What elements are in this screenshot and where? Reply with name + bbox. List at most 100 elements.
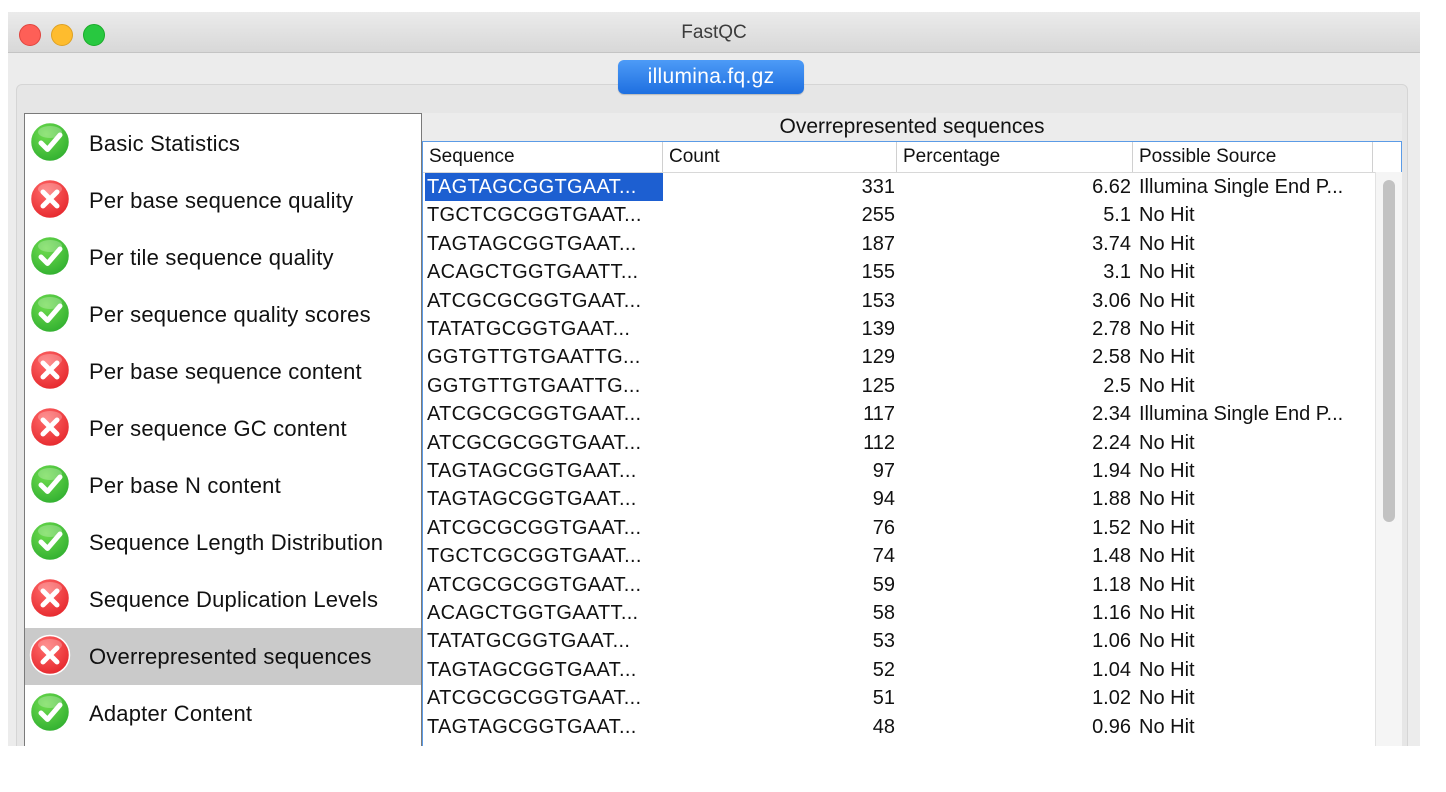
table-row[interactable]: TATATGCGGTGAAT... 139 2.78 No Hit [423,315,1375,343]
sidebar-item-label: Per sequence GC content [89,416,347,441]
possible-source-cell: No Hit [1139,232,1195,255]
possible-source-cell: No Hit [1139,488,1195,511]
sequence-cell: ACAGCTGGTGAATT... [427,602,639,624]
table-row[interactable]: ACAGCTGGTGAATT... 155 3.1 No Hit [423,258,1375,286]
sidebar-item-adapter-content[interactable]: Adapter Content [25,685,421,742]
sidebar-item-label: Adapter Content [89,701,253,726]
percentage-cell: 2.78 [1092,318,1131,340]
table-row[interactable]: ATCGCGCGGTGAAT... 51 1.02 No Hit [423,684,1375,712]
window-title: FastQC [681,22,747,43]
table-row[interactable]: TAGTAGCGGTGAAT... 48 0.96 No Hit [423,713,1375,741]
sidebar-item-per-tile-sequence-quality[interactable]: Per tile sequence quality [25,229,421,286]
column-header-possible-source[interactable]: Possible Source [1133,142,1373,172]
percentage-cell: 3.06 [1092,289,1131,312]
table-row[interactable]: ATCGCGCGGTGAAT... 59 1.18 No Hit [423,571,1375,599]
table-row[interactable]: TAGTAGCGGTGAAT... 187 3.74 No Hit [423,230,1375,258]
table-row[interactable]: TATATGCGGTGAAT... 53 1.06 No Hit [423,627,1375,655]
table-row[interactable]: ATCGCGCGGTGAAT... 112 2.24 No Hit [423,429,1375,457]
check-icon [29,235,71,277]
possible-source-cell: No Hit [1139,516,1195,539]
cross-icon [29,406,71,448]
percentage-cell: 3.1 [1103,261,1131,284]
count-cell: 74 [872,545,895,568]
sidebar-item-per-base-n-content[interactable]: Per base N content [25,457,421,514]
count-cell: 125 [861,374,895,397]
count-cell: 155 [861,261,895,284]
count-cell: 331 [861,176,895,198]
percentage-cell: 0.96 [1092,715,1131,738]
table-row[interactable]: ATCGCGCGGTGAAT... 76 1.52 No Hit [423,514,1375,542]
table-row[interactable]: TAGTAGCGGTGAAT... 331 6.62 Illumina Single … [423,173,1375,202]
sequence-cell: ATCGCGCGGTGAAT... [427,516,642,539]
tab-illumina-file[interactable]: illumina.fq.gz [618,60,804,94]
close-window-button[interactable] [19,24,41,46]
table-row[interactable]: TAGTAGCGGTGAAT... 97 1.94 No Hit [423,457,1375,485]
sidebar-item-basic-statistics[interactable]: Basic Statistics [25,115,421,172]
sequence-cell: ATCGCGCGGTGAAT... [427,431,642,454]
sidebar-item-per-sequence-quality-scores[interactable]: Per sequence quality scores [25,286,421,343]
column-header-percentage[interactable]: Percentage [897,142,1133,172]
possible-source-cell: No Hit [1139,460,1195,482]
table-row[interactable]: TGCTCGCGGTGAAT... 255 5.1 No Hit [423,201,1375,229]
sidebar-item-label: Per tile sequence quality [89,245,334,270]
sidebar-item-sequence-length-distribution[interactable]: Sequence Length Distribution [25,514,421,571]
percentage-cell: 1.04 [1092,658,1131,681]
possible-source-cell: No Hit [1139,318,1195,340]
sidebar-item-label: Per base sequence content [89,359,362,384]
possible-source-cell: No Hit [1139,431,1195,454]
sidebar-item-overrepresented-sequences[interactable]: Overrepresented sequences [25,628,421,685]
table-row[interactable]: ATCGCGCGGTGAAT... 153 3.06 No Hit [423,287,1375,315]
sequence-cell: TGCTCGCGGTGAAT... [427,545,642,568]
count-cell: 139 [861,318,895,340]
percentage-cell: 2.24 [1092,431,1131,454]
table-row[interactable]: GGTGTTGTGAATTG... 129 2.58 No Hit [423,343,1375,371]
sidebar-item-sequence-duplication-levels[interactable]: Sequence Duplication Levels [25,571,421,628]
count-cell: 153 [861,289,895,312]
panel-title: Overrepresented sequences [779,115,1045,138]
title-bar: FastQC [8,12,1420,53]
table-row[interactable]: TGCTCGCGGTGAAT... 74 1.48 No Hit [423,542,1375,570]
count-cell: 76 [872,516,895,539]
count-cell: 187 [861,232,895,255]
count-cell: 59 [872,573,895,596]
vertical-scrollbar[interactable] [1375,172,1402,746]
column-header-count[interactable]: Count [663,142,897,172]
table-row[interactable]: ACAGCTGGTGAATT... 58 1.16 No Hit [423,599,1375,627]
sequence-cell: TAGTAGCGGTGAAT... [427,232,637,255]
sequence-cell: ATCGCGCGGTGAAT... [427,403,642,426]
percentage-cell: 1.16 [1092,602,1131,624]
count-cell: 112 [863,431,895,454]
possible-source-cell: No Hit [1139,715,1195,738]
percentage-cell: 6.62 [1092,176,1131,198]
sequence-cell: ACAGCTGGTGAATT... [427,261,639,284]
table-row[interactable]: TAGTAGCGGTGAAT... 94 1.88 No Hit [423,485,1375,513]
count-cell: 52 [872,658,895,681]
check-icon [29,520,71,562]
table-row[interactable]: ATCGCGCGGTGAAT... 117 2.34 Illumina Single … [423,400,1375,428]
sidebar-item-per-sequence-gc-content[interactable]: Per sequence GC content [25,400,421,457]
module-results-panel: Overrepresented sequences Sequence Count… [422,113,1402,746]
sidebar-item-per-base-sequence-content[interactable]: Per base sequence content [25,343,421,400]
table-row[interactable]: GGTGTTGTGAATTG... 125 2.5 No Hit [423,372,1375,400]
percentage-cell: 1.48 [1092,545,1131,568]
sidebar-item-per-base-sequence-quality[interactable]: Per base sequence quality [25,172,421,229]
possible-source-cell: No Hit [1139,602,1195,624]
possible-source-cell: No Hit [1139,289,1195,312]
sequence-cell: TAGTAGCGGTGAAT... [427,460,637,482]
table-row[interactable]: TAGTAGCGGTGAAT... 52 1.04 No Hit [423,656,1375,684]
sequence-cell: ATCGCGCGGTGAAT... [427,289,642,312]
percentage-cell: 1.88 [1092,488,1131,511]
cross-icon [29,178,71,220]
sidebar-item-label: Sequence Duplication Levels [89,587,379,612]
sequence-cell: TATATGCGGTGAAT... [427,318,631,340]
module-list: Basic Statistics Per base sequence qualit… [24,113,422,746]
column-header-sequence[interactable]: Sequence [423,142,663,172]
percentage-cell: 5.1 [1103,204,1131,227]
sequence-cell: TAGTAGCGGTGAAT... [427,488,637,511]
zoom-window-button[interactable] [83,24,105,46]
count-cell: 53 [872,630,895,653]
sidebar-item-label: Per base sequence quality [89,188,354,213]
scrollbar-thumb[interactable] [1383,180,1395,522]
check-icon [29,292,71,334]
minimize-window-button[interactable] [51,24,73,46]
